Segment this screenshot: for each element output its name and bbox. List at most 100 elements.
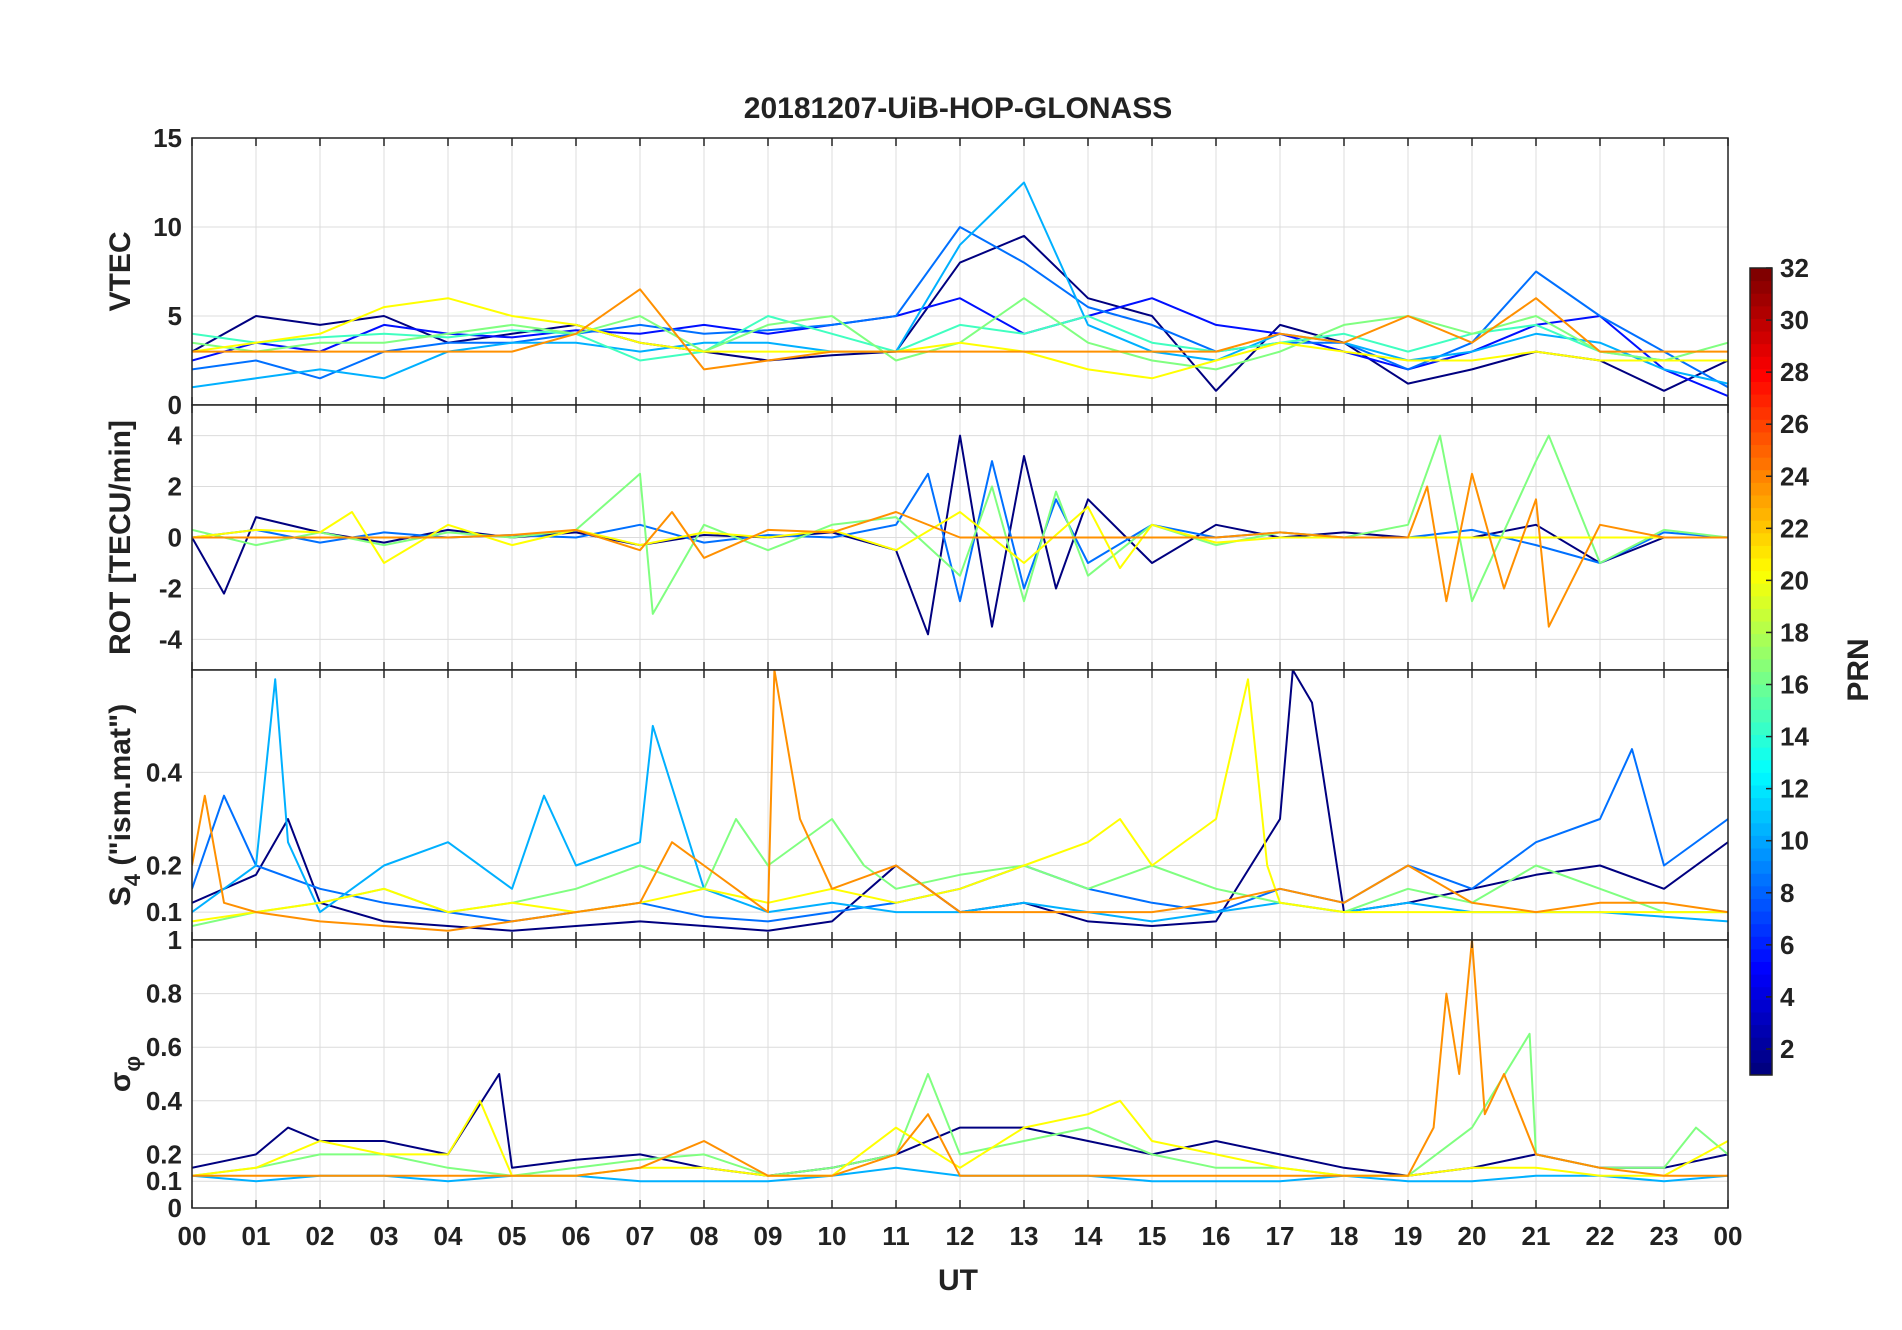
series-prn-20 [192,505,1728,570]
y-tick-label: 0 [168,523,182,553]
x-tick-label: 18 [1330,1221,1359,1251]
x-tick-label: 05 [498,1221,527,1251]
series-prn-23 [192,288,1728,371]
colorbar-cell [1750,911,1772,925]
colorbar-cell [1750,268,1772,282]
colorbar-tick-label: 14 [1780,722,1809,752]
colorbar-tick-label: 2 [1780,1034,1794,1064]
colorbar-cell [1750,696,1772,710]
colorbar-cell [1750,658,1772,672]
y-axis-label: S4 ("ism.mat") [104,704,145,906]
colorbar-cell [1750,936,1772,950]
series-group [192,181,1728,398]
colorbar-cell [1750,860,1772,874]
y-tick-label: 4 [168,421,183,451]
colorbar-cell [1750,1024,1772,1038]
chart-title: 20181207-UiB-HOP-GLONASS [744,92,1172,125]
colorbar-cell [1750,633,1772,647]
y-axis-label: ROT [TECU/min] [104,420,137,655]
y-tick-label: 0.2 [146,1139,182,1169]
x-tick-label: 07 [626,1221,655,1251]
x-axis-label: UT [938,1264,978,1297]
colorbar-frame [1749,267,1773,1076]
y-tick-label: 0 [168,390,182,420]
colorbar-cell [1750,1011,1772,1026]
y-tick-label: 0.2 [146,851,182,881]
colorbar-cell [1750,885,1772,899]
colorbar-cell [1750,822,1772,836]
colorbar-cell [1750,873,1772,887]
y-tick-label: 15 [153,123,182,153]
colorbar-cell [1750,961,1772,975]
y-tick-label: 0 [168,1193,182,1223]
x-tick-label: 21 [1522,1221,1551,1251]
y-tick-label: -4 [159,624,183,654]
colorbar-cell [1750,469,1772,483]
colorbar-cell [1750,570,1772,584]
colorbar-tick-label: 26 [1780,409,1809,439]
colorbar-tick-label: 4 [1780,982,1795,1012]
x-tick-label: 06 [562,1221,591,1251]
colorbar-cell [1750,848,1772,862]
series-prn-23 [192,670,1728,932]
colorbar-cell [1750,671,1772,685]
colorbar-tick-label: 24 [1780,461,1809,491]
colorbar-tick-label: 22 [1780,513,1809,543]
colorbar-cell [1750,734,1772,748]
x-tick-label: 20 [1458,1221,1487,1251]
colorbar-cell [1750,986,1772,1000]
x-tick-label: 00 [1714,1221,1743,1251]
colorbar-cell [1750,898,1772,912]
x-tick-label: 11 [882,1221,910,1251]
series-prn-23 [192,940,1728,1177]
panel-vtec: 0 5 10 15 VTEC [104,123,1729,420]
colorbar-cell [1750,759,1772,773]
series-prn-20 [192,1099,1728,1177]
colorbar-cell [1750,394,1772,408]
colorbar-cell [1750,532,1772,546]
y-tick-label: 0.1 [146,1166,182,1196]
x-tick-label: 15 [1138,1221,1167,1251]
colorbar-tick-label: 6 [1780,930,1794,960]
colorbar-cell [1750,1049,1772,1063]
colorbar-cell [1750,646,1772,660]
y-tick-label: 0.4 [146,1086,183,1116]
colorbar-tick-label: 32 [1780,253,1809,283]
panel-rot: -4 -2 0 2 4 ROT [TECU/min] [104,404,1729,671]
colorbar-cell [1750,721,1772,736]
y-tick-label: 5 [168,301,182,331]
colorbar-cell [1750,356,1772,370]
colorbar-cell [1750,494,1772,509]
series-prn-16 [192,434,1728,615]
panel-s4: 0.1 0.2 0.4S4 ("ism.mat") [104,669,1729,941]
colorbar-cell [1750,343,1772,357]
colorbar-cell [1750,406,1772,420]
colorbar-cell [1750,810,1772,824]
colorbar-cell [1750,507,1772,521]
colorbar-tick-label: 12 [1780,774,1809,804]
y-tick-label: 0.8 [146,979,182,1009]
series-group [192,434,1728,636]
colorbar-tick-label: 10 [1780,826,1809,856]
series-prn-20 [192,297,1728,380]
x-tick-labels: 00 01 02 03 04 05 06 07 08 09 10 11 12 13 14 15 16 17 18 19… [178,1221,1743,1251]
colorbar-tick-label: 8 [1780,878,1794,908]
y-axis-label: VTEC [104,231,137,311]
colorbar-cell [1750,709,1772,723]
colorbar-cell [1750,835,1772,849]
x-tick-label: 10 [818,1221,847,1251]
colorbar-cell [1750,318,1772,332]
series-prn-11 [192,678,1728,923]
x-tick-label: 01 [242,1221,271,1251]
series-group [192,940,1728,1183]
y-tick-label: 0.1 [146,897,182,927]
y-tick-label: 0.6 [146,1032,182,1062]
x-tick-label: 00 [178,1221,207,1251]
colorbar-cell [1750,595,1772,609]
y-tick-label: 10 [153,212,182,242]
colorbar-tick-label: 18 [1780,617,1809,647]
colorbar-cell [1750,772,1772,786]
colorbar-cell [1750,747,1772,761]
